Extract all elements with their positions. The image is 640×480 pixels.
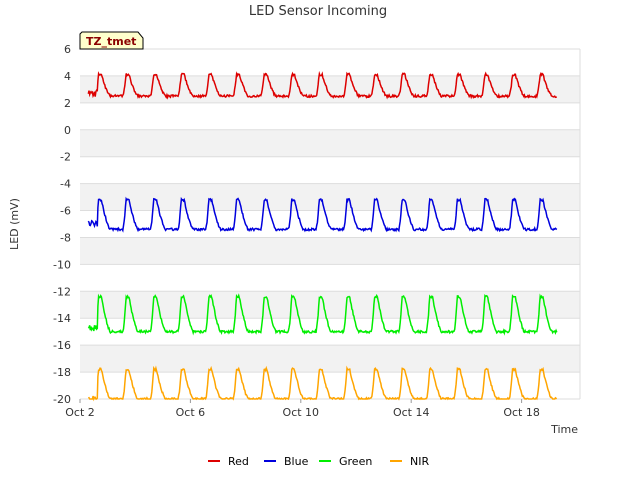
- grid-band: [80, 291, 580, 319]
- plot-background-bands: [80, 75, 580, 373]
- series-line-blue: [87, 196, 558, 233]
- grid-band: [80, 129, 580, 157]
- y-tick-label: -12: [53, 285, 71, 298]
- gridlines: [80, 48, 581, 400]
- y-axis-ticks: 6 4 2 0 -2 -4 -6 -8 -10 -12 -14 -16 -18 -20: [53, 43, 71, 406]
- y-tick-label: -16: [53, 339, 71, 352]
- badge-box: [79, 31, 144, 50]
- chart-title: LED Sensor Incoming: [249, 4, 387, 19]
- legend: Red Blue Green NIR: [208, 455, 429, 468]
- y-tick-label: 4: [64, 70, 71, 83]
- x-tick-label: Oct 18: [503, 406, 540, 419]
- y-tick-label: -6: [60, 205, 71, 218]
- series-line-nir: [88, 365, 558, 402]
- series-lines: [87, 70, 558, 402]
- legend-label-green: Green: [339, 455, 372, 468]
- series-line-green: [87, 293, 558, 336]
- legend-label-red: Red: [228, 455, 249, 468]
- y-tick-label: -2: [60, 151, 71, 164]
- y-tick-label: 6: [64, 43, 71, 56]
- y-tick-label: -8: [60, 231, 71, 244]
- x-tick-label: Oct 14: [393, 406, 430, 419]
- y-axis-label: LED (mV): [8, 198, 21, 250]
- grid-band: [80, 345, 580, 373]
- grid-band: [80, 75, 580, 103]
- x-tick-label: Oct 2: [65, 406, 95, 419]
- grid-band: [80, 183, 580, 211]
- y-tick-label: 0: [64, 124, 71, 137]
- y-tick-label: -4: [60, 178, 71, 191]
- legend-label-blue: Blue: [284, 455, 309, 468]
- timezone-badge: TZ_tmet: [79, 31, 144, 50]
- x-tick-label: Oct 10: [283, 406, 320, 419]
- legend-label-nir: NIR: [410, 455, 429, 468]
- x-tick-label: Oct 6: [176, 406, 206, 419]
- y-tick-label: -14: [53, 312, 71, 325]
- badge-label: TZ_tmet: [86, 35, 136, 48]
- grid-band: [80, 237, 580, 265]
- x-axis-label: Time: [550, 423, 578, 436]
- y-tick-label: 2: [64, 97, 71, 110]
- series-line-red: [87, 70, 557, 100]
- y-tick-label: -10: [53, 258, 71, 271]
- y-tick-label: -18: [53, 366, 71, 379]
- x-axis-ticks: Oct 2 Oct 6 Oct 10 Oct 14 Oct 18: [65, 399, 540, 419]
- y-tick-label: -20: [53, 393, 71, 406]
